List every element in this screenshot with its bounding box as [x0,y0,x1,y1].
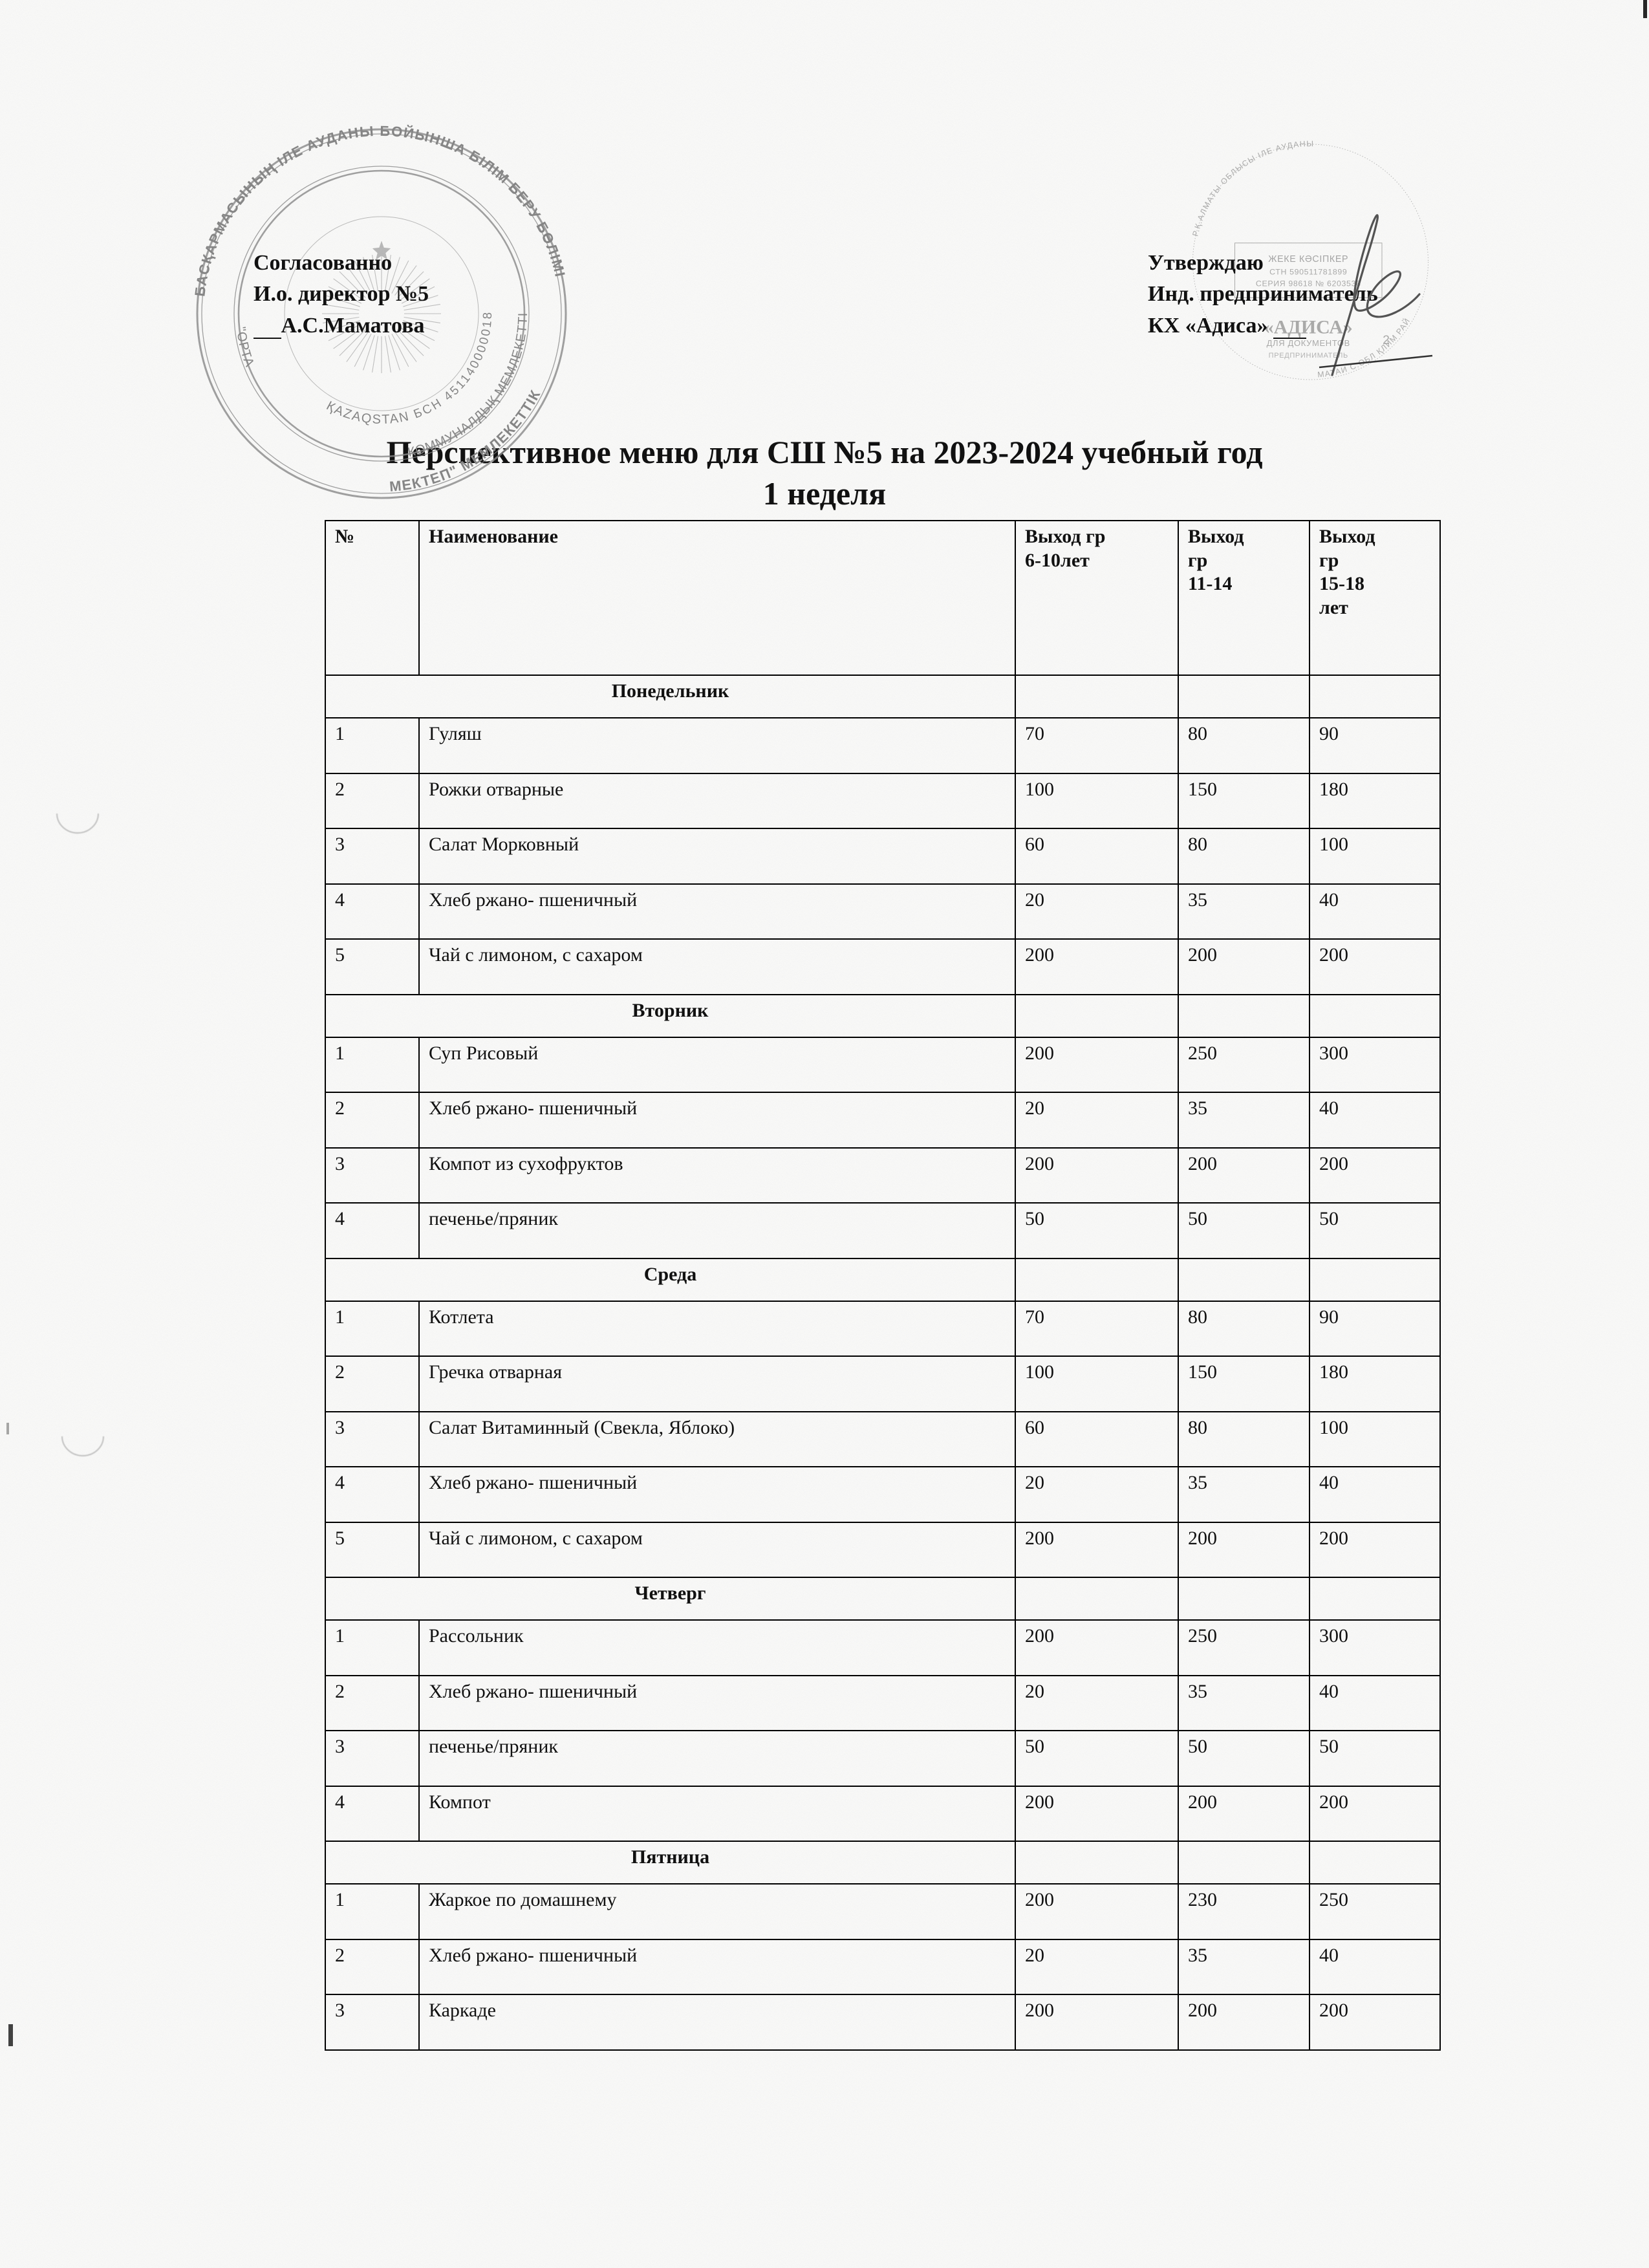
svg-text:ҚАZAQSTAN: ҚАZAQSTAN [324,398,411,427]
svg-text:МЕКТЕП" МЕМЛЕКЕТТІК: МЕКТЕП" МЕМЛЕКЕТТІК [389,387,544,495]
